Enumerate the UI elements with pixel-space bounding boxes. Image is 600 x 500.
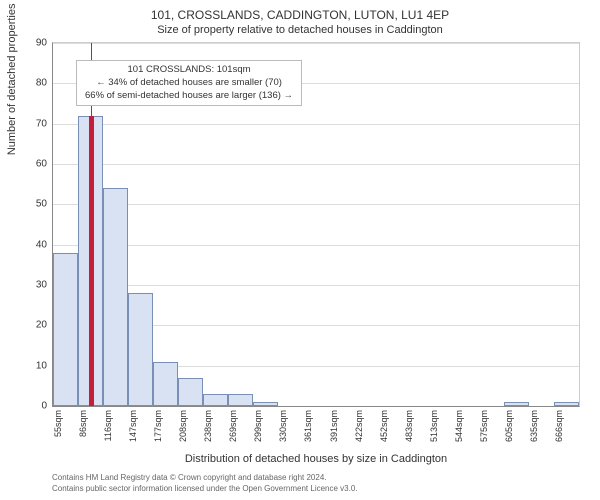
- footer-line-1: Contains HM Land Registry data © Crown c…: [52, 473, 580, 483]
- y-tick-label: 50: [36, 199, 47, 210]
- x-tick-label: 299sqm: [253, 410, 263, 442]
- info-line-1: 101 CROSSLANDS: 101sqm: [85, 64, 293, 77]
- x-tick-label: 544sqm: [454, 410, 464, 442]
- x-tick-label: 422sqm: [354, 410, 364, 442]
- x-tick-label: 361sqm: [303, 410, 313, 442]
- x-tick-label: 605sqm: [504, 410, 514, 442]
- histogram-bar: [178, 378, 203, 406]
- y-tick-label: 70: [36, 118, 47, 129]
- x-tick-label: 147sqm: [128, 410, 138, 442]
- y-tick-label: 60: [36, 159, 47, 170]
- x-tick-label: 177sqm: [153, 410, 163, 442]
- histogram-bar: [554, 402, 579, 406]
- histogram-bar: [53, 253, 78, 406]
- x-tick-label: 269sqm: [228, 410, 238, 442]
- histogram-bar: [153, 362, 178, 406]
- y-tick-label: 0: [41, 401, 47, 412]
- x-tick-label: 391sqm: [329, 410, 339, 442]
- y-axis-label: Number of detached properties: [6, 3, 18, 155]
- x-tick-label: 238sqm: [203, 410, 213, 442]
- y-tick-label: 90: [36, 38, 47, 49]
- y-tick-label: 40: [36, 239, 47, 250]
- x-tick-label: 513sqm: [429, 410, 439, 442]
- y-tick-label: 20: [36, 320, 47, 331]
- plot-area: Number of detached properties 0102030405…: [52, 42, 580, 407]
- x-axis-label: Distribution of detached houses by size …: [52, 453, 580, 465]
- histogram-bar: [103, 188, 128, 406]
- x-tick-label: 452sqm: [379, 410, 389, 442]
- x-tick-label: 666sqm: [554, 410, 564, 442]
- info-line-3: 66% of semi-detached houses are larger (…: [85, 90, 293, 103]
- chart-title: 101, CROSSLANDS, CADDINGTON, LUTON, LU1 …: [0, 8, 600, 22]
- footer-line-2: Contains public sector information licen…: [52, 484, 580, 494]
- info-line-2: ← 34% of detached houses are smaller (70…: [85, 77, 293, 90]
- histogram-bar: [203, 394, 228, 406]
- histogram-bar: [253, 402, 278, 406]
- y-tick-label: 10: [36, 360, 47, 371]
- x-tick-label: 635sqm: [529, 410, 539, 442]
- x-tick-label: 330sqm: [278, 410, 288, 442]
- x-tick-label: 208sqm: [178, 410, 188, 442]
- info-box: 101 CROSSLANDS: 101sqm ← 34% of detached…: [76, 60, 302, 106]
- histogram-bar: [504, 402, 529, 406]
- x-tick-label: 575sqm: [479, 410, 489, 442]
- chart-container: 101, CROSSLANDS, CADDINGTON, LUTON, LU1 …: [0, 8, 600, 498]
- y-tick-label: 80: [36, 78, 47, 89]
- footer-attribution: Contains HM Land Registry data © Crown c…: [52, 473, 580, 494]
- x-tick-label: 86sqm: [78, 410, 88, 437]
- histogram-bar: [128, 293, 153, 406]
- y-tick-label: 30: [36, 280, 47, 291]
- x-tick-label: 116sqm: [103, 410, 113, 441]
- x-tick-label: 55sqm: [53, 410, 63, 437]
- histogram-bar: [228, 394, 253, 406]
- x-tick-label: 483sqm: [404, 410, 414, 442]
- chart-subtitle: Size of property relative to detached ho…: [0, 24, 600, 36]
